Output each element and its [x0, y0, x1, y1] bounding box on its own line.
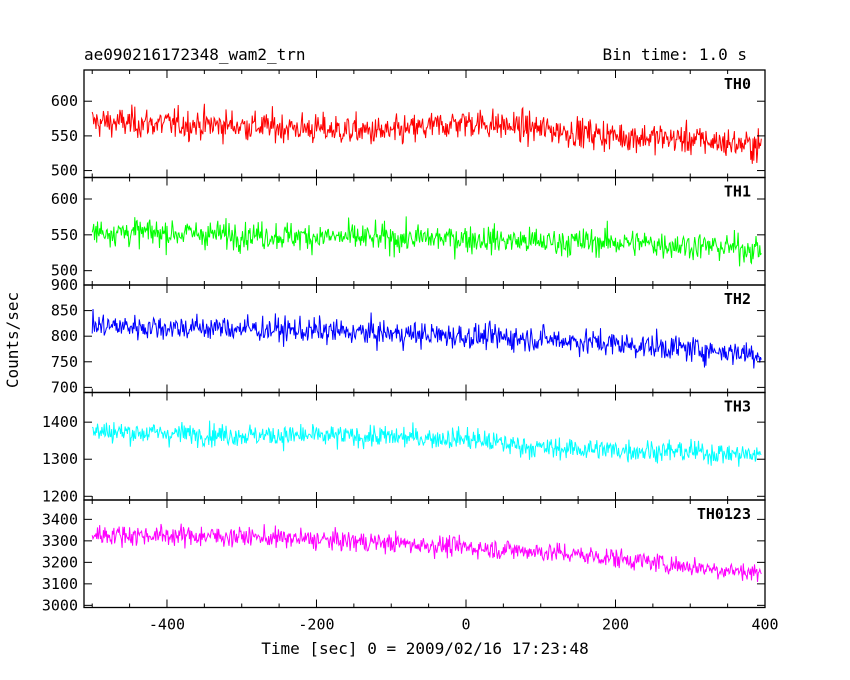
y-tick-label: 550: [51, 226, 78, 244]
y-tick-label: 600: [51, 190, 78, 208]
panel-label: TH0: [724, 75, 751, 93]
y-tick-label: 3000: [42, 596, 78, 614]
panel-label: TH1: [724, 183, 751, 201]
x-tick-label: 200: [602, 616, 629, 634]
y-tick-label: 1300: [42, 450, 78, 468]
y-tick-label: 1400: [42, 413, 78, 431]
y-axis-label: Counts/sec: [3, 292, 22, 388]
y-tick-label: 3100: [42, 575, 78, 593]
panel-th2: 700 750 800 850 900 TH2: [51, 276, 766, 396]
series-th2-line: [91, 308, 762, 369]
y-tick-label: 500: [51, 162, 78, 180]
bin-time-label: Bin time: 1.0 s: [603, 45, 748, 64]
y-tick-label: 550: [51, 127, 78, 145]
x-tick-label: 400: [751, 616, 778, 634]
y-tick-label: 3300: [42, 532, 78, 550]
x-tick-label: -200: [298, 616, 334, 634]
panel-label: TH2: [724, 290, 751, 308]
x-tick-label: -400: [149, 616, 185, 634]
panel-frame: [83, 284, 766, 394]
series-th1-line: [91, 216, 762, 267]
y-tick-label: 700: [51, 378, 78, 396]
x-axis: -400 -200 0 200 400: [149, 616, 779, 634]
x-tick-label: 0: [461, 616, 470, 634]
y-tick-label: 800: [51, 327, 78, 345]
y-tick-label: 1200: [42, 487, 78, 505]
series-th0-line: [91, 103, 762, 164]
y-tick-label: 750: [51, 353, 78, 371]
y-tick-label: 3200: [42, 553, 78, 571]
y-tick-label: 850: [51, 302, 78, 320]
y-tick-label: 900: [51, 276, 78, 294]
y-tick-label: 600: [51, 92, 78, 110]
y-tick-label: 500: [51, 262, 78, 280]
y-tick-label: 3400: [42, 510, 78, 528]
panel-th1: 500 550 600 TH1: [51, 176, 766, 286]
chart-title: ae090216172348_wam2_trn: [84, 45, 306, 64]
series-th0123-line: [91, 523, 762, 583]
panel-th3: 1200 1300 1400 TH3: [42, 391, 766, 505]
panel-label: TH0123: [697, 505, 751, 523]
panel-label: TH3: [724, 398, 751, 416]
series-th3-line: [91, 420, 762, 467]
panel-th0: 500 550 600 TH0: [51, 69, 766, 180]
panel-th0123: 3000 3100 3200 3300 3400 TH0123: [42, 499, 766, 614]
panel-frame: [83, 499, 766, 609]
panels-group: 500 550 600 TH0 500 550 600 TH1 700 750 800 850 900 T…: [42, 69, 766, 614]
x-axis-label: Time [sec] 0 = 2009/02/16 17:23:48: [261, 639, 589, 658]
